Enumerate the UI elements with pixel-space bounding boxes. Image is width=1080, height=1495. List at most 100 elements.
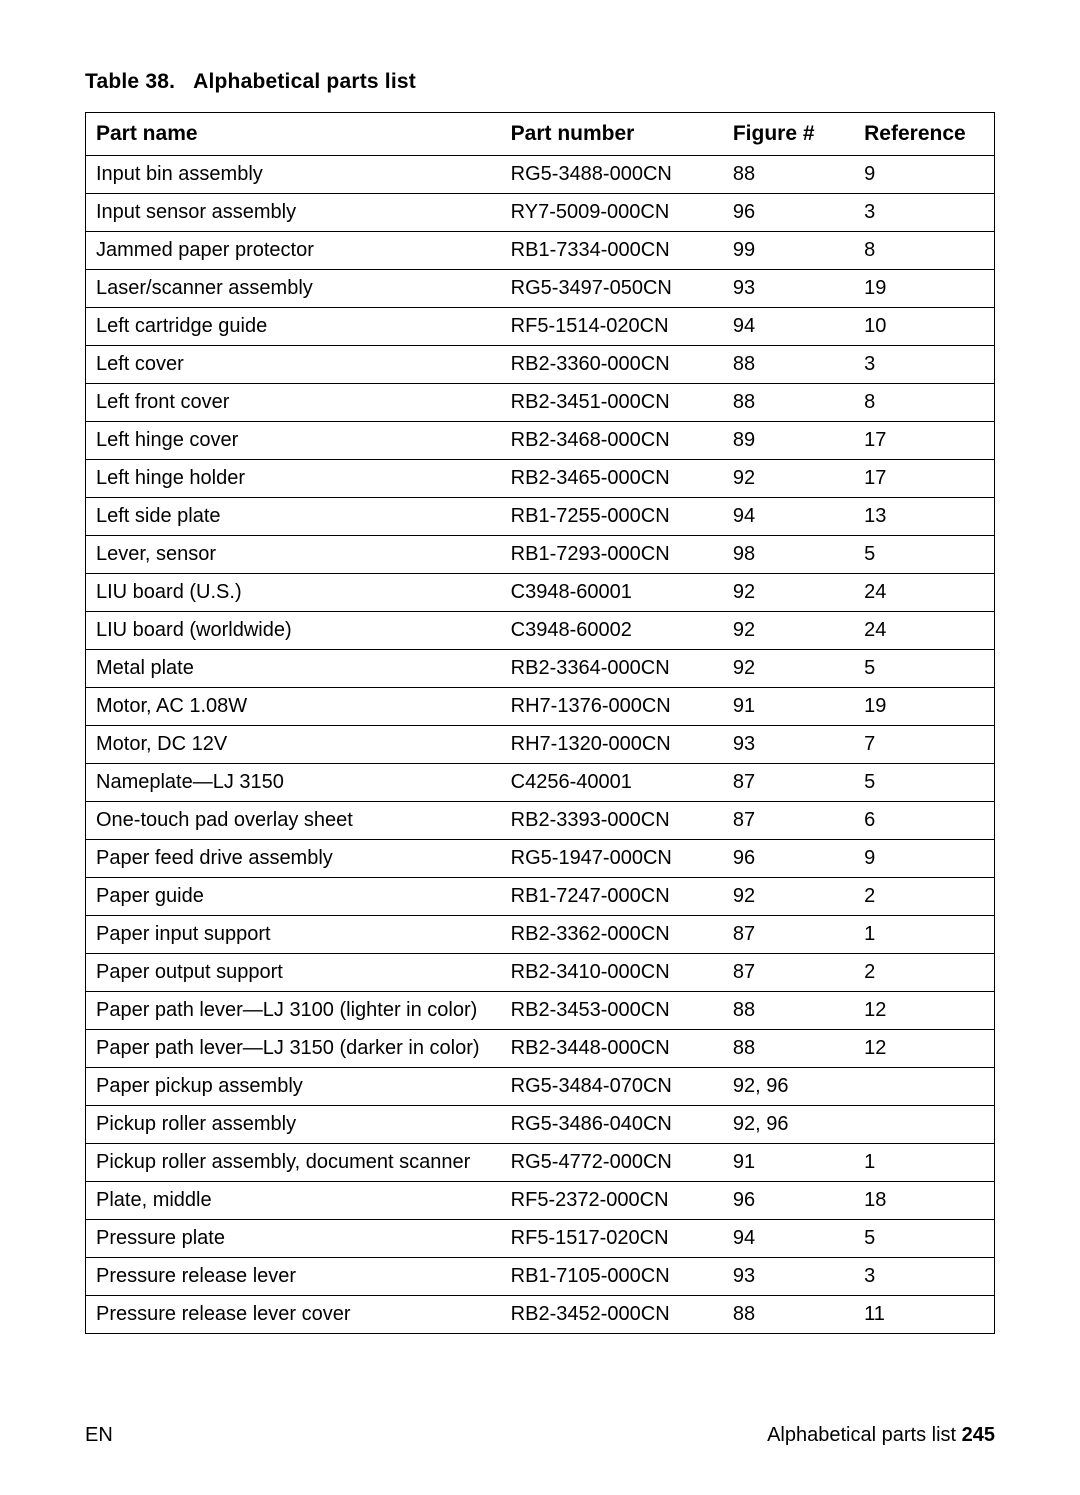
cell-reference: 8 — [858, 232, 994, 270]
table-row: Paper input supportRB2-3362-000CN871 — [86, 916, 995, 954]
cell-reference: 7 — [858, 726, 994, 764]
footer-left: EN — [85, 1424, 113, 1447]
cell-part-number: RH7-1376-000CN — [505, 688, 727, 726]
cell-reference: 17 — [858, 422, 994, 460]
cell-reference: 10 — [858, 308, 994, 346]
table-row: Pressure plateRF5-1517-020CN945 — [86, 1220, 995, 1258]
cell-part-name: Pickup roller assembly, document scanner — [86, 1144, 505, 1182]
table-row: Left hinge coverRB2-3468-000CN8917 — [86, 422, 995, 460]
table-header: Part name Part number Figure # Reference — [86, 113, 995, 156]
cell-figure: 88 — [727, 156, 858, 194]
cell-figure: 88 — [727, 992, 858, 1030]
cell-part-number: RB1-7334-000CN — [505, 232, 727, 270]
cell-reference: 9 — [858, 156, 994, 194]
cell-figure: 91 — [727, 688, 858, 726]
cell-part-number: RB1-7247-000CN — [505, 878, 727, 916]
cell-reference: 3 — [858, 194, 994, 232]
cell-part-number: RF5-2372-000CN — [505, 1182, 727, 1220]
table-body: Input bin assemblyRG5-3488-000CN889Input… — [86, 156, 995, 1334]
table-row: Metal plateRB2-3364-000CN925 — [86, 650, 995, 688]
col-header-reference: Reference — [858, 113, 994, 156]
cell-figure: 94 — [727, 1220, 858, 1258]
cell-reference — [858, 1068, 994, 1106]
cell-figure: 98 — [727, 536, 858, 574]
cell-figure: 92 — [727, 574, 858, 612]
cell-part-number: RB1-7293-000CN — [505, 536, 727, 574]
cell-reference: 2 — [858, 954, 994, 992]
cell-figure: 88 — [727, 1296, 858, 1334]
cell-part-number: RB1-7255-000CN — [505, 498, 727, 536]
cell-part-number: RB2-3448-000CN — [505, 1030, 727, 1068]
cell-figure: 93 — [727, 726, 858, 764]
cell-part-number: RH7-1320-000CN — [505, 726, 727, 764]
cell-part-number: RG5-4772-000CN — [505, 1144, 727, 1182]
table-row: Left coverRB2-3360-000CN883 — [86, 346, 995, 384]
cell-figure: 93 — [727, 1258, 858, 1296]
cell-reference: 24 — [858, 612, 994, 650]
cell-part-name: Lever, sensor — [86, 536, 505, 574]
footer-section-title: Alphabetical parts list — [767, 1424, 962, 1446]
cell-reference: 5 — [858, 1220, 994, 1258]
table-row: LIU board (U.S.)C3948-600019224 — [86, 574, 995, 612]
cell-part-number: RB2-3465-000CN — [505, 460, 727, 498]
cell-figure: 92 — [727, 460, 858, 498]
cell-figure: 91 — [727, 1144, 858, 1182]
cell-part-name: Input bin assembly — [86, 156, 505, 194]
cell-figure: 88 — [727, 346, 858, 384]
cell-part-name: LIU board (worldwide) — [86, 612, 505, 650]
cell-part-name: Left hinge cover — [86, 422, 505, 460]
cell-part-number: RF5-1514-020CN — [505, 308, 727, 346]
cell-figure: 92 — [727, 650, 858, 688]
cell-reference: 8 — [858, 384, 994, 422]
table-row: Paper path lever—LJ 3100 (lighter in col… — [86, 992, 995, 1030]
cell-part-number: RB2-3362-000CN — [505, 916, 727, 954]
cell-part-number: RG5-3484-070CN — [505, 1068, 727, 1106]
cell-part-number: C3948-60001 — [505, 574, 727, 612]
cell-figure: 87 — [727, 764, 858, 802]
cell-part-name: Paper guide — [86, 878, 505, 916]
cell-figure: 89 — [727, 422, 858, 460]
cell-part-number: RB2-3453-000CN — [505, 992, 727, 1030]
cell-part-name: Paper path lever—LJ 3150 (darker in colo… — [86, 1030, 505, 1068]
cell-figure: 93 — [727, 270, 858, 308]
table-row: Plate, middleRF5-2372-000CN9618 — [86, 1182, 995, 1220]
cell-reference: 9 — [858, 840, 994, 878]
table-caption: Table 38. Alphabetical parts list — [85, 70, 995, 94]
table-row: Left side plateRB1-7255-000CN9413 — [86, 498, 995, 536]
cell-figure: 92 — [727, 612, 858, 650]
cell-reference — [858, 1106, 994, 1144]
table-row: Motor, DC 12VRH7-1320-000CN937 — [86, 726, 995, 764]
cell-reference: 5 — [858, 650, 994, 688]
cell-reference: 12 — [858, 992, 994, 1030]
cell-figure: 94 — [727, 498, 858, 536]
cell-reference: 5 — [858, 764, 994, 802]
cell-part-number: RB2-3468-000CN — [505, 422, 727, 460]
table-row: Pickup roller assemblyRG5-3486-040CN92, … — [86, 1106, 995, 1144]
cell-reference: 2 — [858, 878, 994, 916]
table-row: Motor, AC 1.08WRH7-1376-000CN9119 — [86, 688, 995, 726]
cell-part-number: RB2-3410-000CN — [505, 954, 727, 992]
table-row: Nameplate—LJ 3150C4256-40001875 — [86, 764, 995, 802]
cell-figure: 88 — [727, 384, 858, 422]
cell-reference: 11 — [858, 1296, 994, 1334]
table-row: Laser/scanner assemblyRG5-3497-050CN9319 — [86, 270, 995, 308]
cell-figure: 96 — [727, 194, 858, 232]
table-row: Left cartridge guideRF5-1514-020CN9410 — [86, 308, 995, 346]
cell-part-name: Paper output support — [86, 954, 505, 992]
table-row: Left front coverRB2-3451-000CN888 — [86, 384, 995, 422]
cell-reference: 17 — [858, 460, 994, 498]
cell-part-name: Pickup roller assembly — [86, 1106, 505, 1144]
cell-part-name: Left side plate — [86, 498, 505, 536]
cell-part-name: Motor, AC 1.08W — [86, 688, 505, 726]
table-label: Table 38. — [85, 70, 175, 94]
cell-figure: 88 — [727, 1030, 858, 1068]
table-row: Paper output supportRB2-3410-000CN872 — [86, 954, 995, 992]
cell-part-number: RB2-3451-000CN — [505, 384, 727, 422]
cell-part-number: C3948-60002 — [505, 612, 727, 650]
table-title: Alphabetical parts list — [193, 70, 416, 93]
table-row: LIU board (worldwide)C3948-600029224 — [86, 612, 995, 650]
table-row: Input bin assemblyRG5-3488-000CN889 — [86, 156, 995, 194]
cell-figure: 94 — [727, 308, 858, 346]
cell-part-name: One-touch pad overlay sheet — [86, 802, 505, 840]
cell-part-name: Pressure release lever cover — [86, 1296, 505, 1334]
